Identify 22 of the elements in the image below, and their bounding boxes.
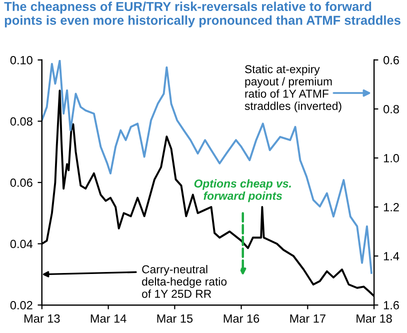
y2-tick-label: 0.6 (384, 56, 399, 64)
annotation: Options cheap vs. forward points (194, 179, 291, 202)
y2-tick-label: 1.2 (384, 203, 399, 212)
y-tick-label: 0.10 (10, 56, 32, 64)
y2-tick-label: 0.8 (384, 104, 399, 114)
x-tick-label: Mar 17 (290, 314, 326, 323)
annotation: Static at-expiry payout / premium ratio of 1Y ATMF straddles (inverted) (244, 64, 342, 112)
y2-tick-label: 1.4 (384, 252, 400, 260)
line-series (42, 60, 372, 274)
y-tick-label: 0.02 (10, 301, 32, 310)
annotation: Carry-neutral delta-hedge ratio of 1Y 25D RR (142, 264, 227, 298)
x-tick-label: Mar 18 (356, 314, 392, 323)
x-tick-label: Mar 14 (90, 314, 126, 323)
y2-tick-label: 1.6 (384, 301, 399, 310)
x-tick-label: Mar 16 (224, 314, 260, 323)
y-tick-label: 0.04 (10, 240, 33, 248)
x-tick-label: Mar 15 (157, 314, 193, 323)
x-tick-label: Mar 13 (24, 314, 60, 323)
y-tick-label: 0.06 (10, 178, 32, 187)
y2-tick-label: 1.0 (384, 154, 400, 162)
chart-title: The cheapness of EUR/TRY risk-reversals relative to forward points is even more historically pronounced than ATMF straddles (4, 2, 400, 28)
y-tick-label: 0.08 (10, 117, 32, 126)
